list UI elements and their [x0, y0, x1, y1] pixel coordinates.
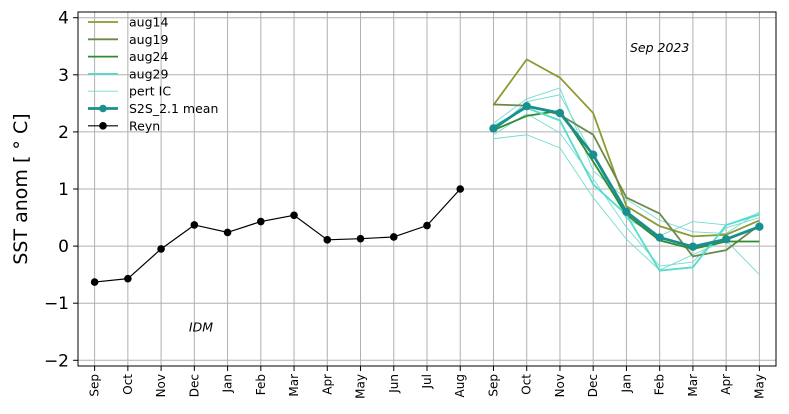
- point-reyn: [356, 234, 365, 243]
- legend-marker-mean: [99, 104, 107, 113]
- y-tick-label: 0: [58, 237, 69, 257]
- x-tick-label: Feb: [653, 374, 667, 395]
- x-tick-label: Nov: [553, 374, 567, 397]
- y-tick-label: 2: [58, 123, 69, 143]
- x-tick-label: May: [752, 374, 766, 399]
- series-line-pert-ic: [493, 134, 760, 275]
- legend-label-pert: pert IC: [129, 84, 171, 99]
- legend-label-reyn: Reyn: [129, 118, 160, 133]
- grid: [78, 12, 776, 366]
- x-tick-label: Dec: [586, 374, 600, 397]
- point-mean: [688, 242, 698, 251]
- point-mean: [522, 102, 531, 111]
- annotations: Sep 2023 IDM: [189, 40, 689, 335]
- point-reyn: [323, 236, 332, 244]
- y-tick-label: −1: [44, 294, 69, 314]
- legend-label-mean: S2S_2.1 mean: [129, 101, 218, 116]
- legend-label-aug19: aug19: [129, 32, 168, 47]
- x-tick-label: May: [354, 374, 368, 399]
- x-tick-label: Mar: [287, 374, 301, 397]
- y-axis-label: SST anom [ ° C]: [10, 113, 32, 264]
- series-line-pert-ic: [493, 94, 760, 237]
- legend: aug14 aug19 aug24 aug29 pert IC S2S_2.1 mean R…: [88, 15, 218, 133]
- x-tick-label: Sep: [88, 374, 102, 397]
- x-tick-label: Feb: [254, 374, 268, 395]
- series-line-aug14: [492, 58, 760, 238]
- x-tick-label: Jun: [387, 374, 401, 394]
- point-reyn: [456, 185, 465, 193]
- x-tick-label: Jul: [420, 374, 434, 389]
- x-tick-label: Nov: [154, 374, 168, 397]
- point-reyn: [423, 221, 431, 230]
- point-mean: [489, 124, 498, 133]
- point-mean: [755, 222, 764, 231]
- point-mean: [721, 235, 731, 244]
- y-tick-label: 3: [58, 66, 69, 86]
- point-reyn: [90, 278, 99, 286]
- legend-marker-reyn: [99, 122, 107, 130]
- legend-label-aug24: aug24: [129, 49, 168, 64]
- x-tick-label: Apr: [320, 374, 334, 395]
- x-tick-label: Aug: [453, 374, 467, 397]
- x-tick-label: Apr: [719, 374, 733, 395]
- legend-label-aug14: aug14: [129, 15, 168, 30]
- series-line-pert-ic: [493, 87, 760, 234]
- point-reyn: [389, 233, 398, 241]
- x-tick-label: Sep: [486, 374, 500, 397]
- annotation: Sep 2023: [630, 40, 689, 55]
- point-mean: [588, 150, 598, 159]
- y-tick-label: 1: [58, 180, 69, 200]
- point-reyn: [157, 245, 165, 253]
- x-tick-label: Jan: [221, 374, 235, 394]
- series-layer: [90, 58, 764, 286]
- x-tick-label: Oct: [520, 374, 534, 395]
- x-tick-label: Dec: [187, 374, 201, 397]
- y-tick-label: 4: [58, 9, 69, 29]
- point-reyn: [223, 228, 232, 237]
- point-mean: [655, 233, 664, 242]
- y-ticks: −2 −1 0 1 2 3 4: [44, 9, 78, 371]
- point-reyn: [290, 211, 298, 220]
- series-line-reyn: [94, 188, 461, 283]
- point-mean: [622, 207, 631, 217]
- point-mean: [555, 108, 565, 118]
- x-ticks: Sep Oct Nov Dec Jan Feb Mar Apr May Jun Jul Aug Sep O…: [88, 366, 766, 399]
- point-reyn: [190, 221, 199, 229]
- x-tick-label: Jan: [619, 374, 633, 394]
- legend-label-aug29: aug29: [129, 66, 168, 81]
- y-tick-label: −2: [44, 351, 69, 371]
- point-reyn: [257, 217, 265, 226]
- x-tick-label: Oct: [121, 374, 135, 395]
- annotation: IDM: [189, 320, 213, 335]
- x-tick-label: Mar: [686, 374, 700, 397]
- point-reyn: [124, 274, 132, 283]
